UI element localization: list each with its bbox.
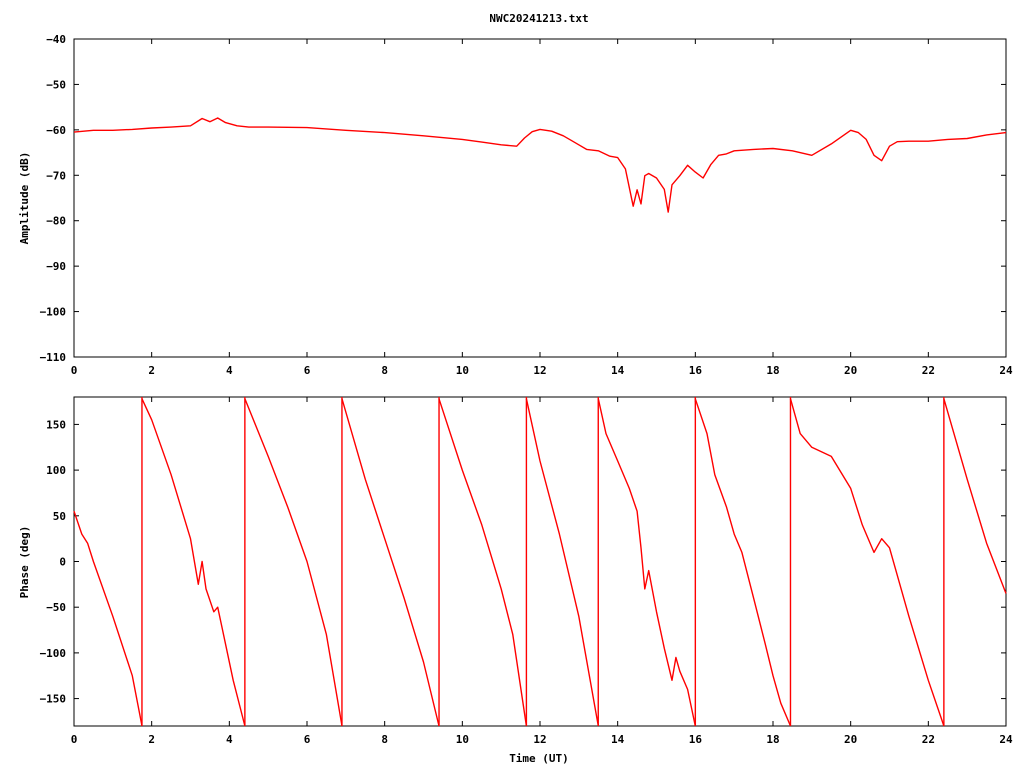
phase-y-tick-label: 150 (46, 418, 66, 431)
phase-series-line (141, 398, 246, 727)
amplitude-x-tick-label: 24 (999, 364, 1013, 377)
phase-y-tick-label: −150 (40, 693, 67, 706)
amplitude-series-line (73, 117, 1007, 213)
phase-series-line (438, 398, 528, 727)
amplitude-x-tick-label: 20 (844, 364, 857, 377)
phase-x-tick-label: 14 (611, 733, 625, 746)
amplitude-x-tick-label: 2 (148, 364, 155, 377)
phase-series-line (694, 398, 792, 727)
phase-series-line (244, 398, 343, 727)
amplitude-x-tick-label: 4 (226, 364, 233, 377)
phase-y-tick-label: −50 (46, 601, 66, 614)
y-axis-title-phase: Phase (deg) (18, 526, 31, 599)
amplitude-y-tick-label: −110 (40, 351, 67, 364)
phase-y-tick-label: 100 (46, 464, 66, 477)
y-axis-title-amplitude: Amplitude (dB) (18, 152, 31, 245)
phase-x-tick-label: 8 (381, 733, 388, 746)
phase-series-line (73, 510, 143, 727)
phase-x-tick-label: 24 (999, 733, 1013, 746)
phase-x-tick-label: 20 (844, 733, 857, 746)
phase-series-line (341, 398, 440, 727)
amplitude-x-tick-label: 10 (456, 364, 469, 377)
phase-series-line (943, 398, 1007, 594)
amplitude-y-tick-label: −100 (40, 306, 67, 319)
amplitude-x-tick-label: 12 (533, 364, 546, 377)
phase-series-line (597, 398, 696, 727)
phase-plot-frame (73, 396, 1007, 727)
amplitude-x-tick-label: 8 (381, 364, 388, 377)
phase-x-tick-label: 6 (304, 733, 311, 746)
phase-x-tick-label: 22 (922, 733, 935, 746)
phase-x-tick-label: 0 (71, 733, 78, 746)
phase-x-tick-label: 2 (148, 733, 155, 746)
amplitude-plot-frame (73, 38, 1007, 358)
phase-series-line (525, 398, 599, 727)
phase-x-tick-label: 4 (226, 733, 233, 746)
amplitude-x-tick-label: 22 (922, 364, 935, 377)
amplitude-y-tick-label: −50 (46, 78, 66, 91)
amplitude-x-tick-label: 18 (766, 364, 779, 377)
phase-y-tick-label: 0 (59, 556, 66, 569)
amplitude-y-tick-label: −90 (46, 260, 66, 273)
amplitude-x-tick-label: 6 (304, 364, 311, 377)
phase-y-tick-label: −100 (40, 647, 67, 660)
amplitude-y-tick-label: −60 (46, 124, 66, 137)
phase-series-line (789, 398, 945, 727)
phase-x-tick-label: 12 (533, 733, 546, 746)
amplitude-y-tick-label: −40 (46, 33, 66, 46)
chart-title: NWC20241213.txt (489, 12, 588, 25)
phase-x-tick-label: 16 (689, 733, 703, 746)
amplitude-y-tick-label: −80 (46, 215, 66, 228)
amplitude-y-tick-label: −70 (46, 169, 66, 182)
x-axis-title: Time (UT) (509, 752, 569, 765)
phase-x-tick-label: 18 (766, 733, 779, 746)
phase-x-tick-label: 10 (456, 733, 469, 746)
phase-y-tick-label: 50 (53, 510, 66, 523)
amplitude-x-tick-label: 14 (611, 364, 625, 377)
amplitude-x-tick-label: 16 (689, 364, 703, 377)
amplitude-x-tick-label: 0 (71, 364, 78, 377)
